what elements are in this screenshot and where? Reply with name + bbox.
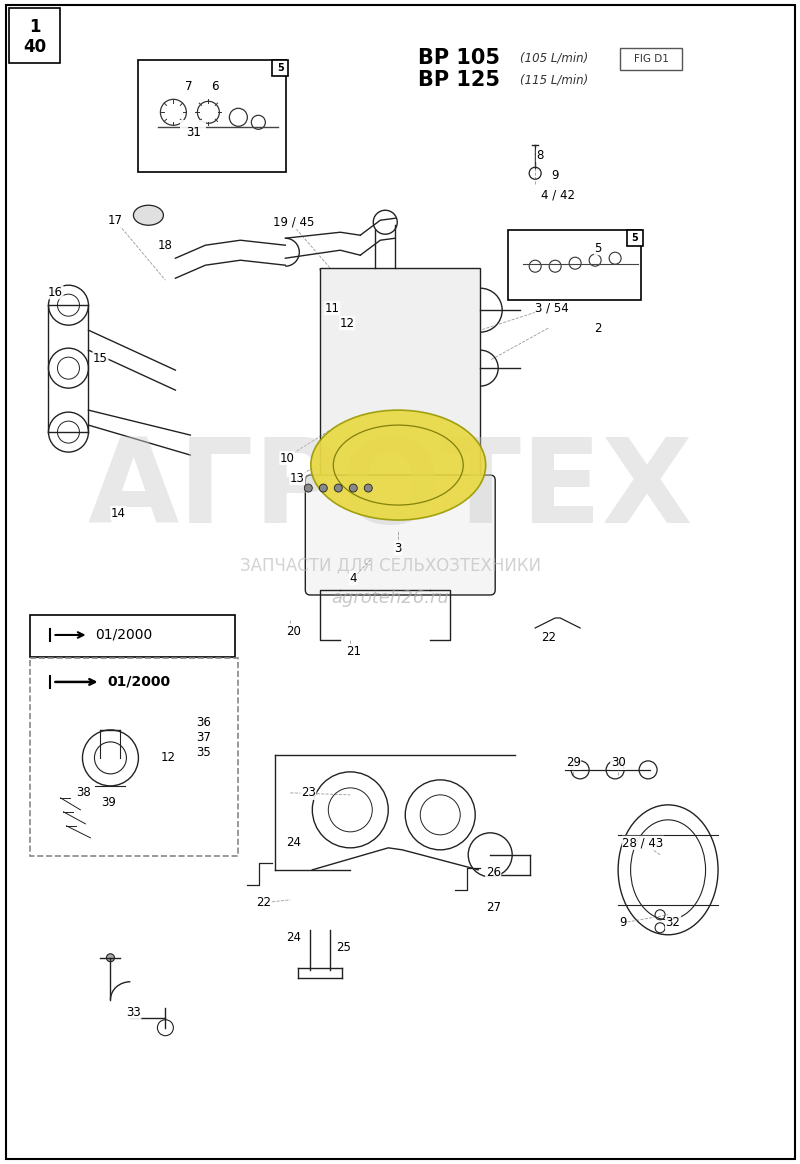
Text: 3: 3 [394,541,402,554]
Text: 1: 1 [29,19,40,36]
Text: 35: 35 [196,746,210,759]
Bar [30,658,238,856]
Text: 5: 5 [594,242,602,255]
Text: 30: 30 [610,757,626,769]
Text: 9: 9 [619,916,627,929]
Text: BP 105: BP 105 [418,49,500,69]
Text: 24: 24 [286,931,301,944]
Circle shape [364,484,372,492]
Text: 7: 7 [185,81,192,91]
Text: 31: 31 [186,126,201,139]
Text: BP 125: BP 125 [418,70,500,91]
Text: 25: 25 [336,942,350,954]
Text: 27: 27 [486,901,501,914]
Circle shape [319,484,327,492]
Text: 01/2000: 01/2000 [95,627,153,643]
Text: 2: 2 [594,321,602,335]
Text: 3 / 54: 3 / 54 [535,301,569,314]
FancyBboxPatch shape [306,475,495,595]
Circle shape [106,953,114,961]
Text: 22: 22 [256,896,271,909]
Text: 19 / 45: 19 / 45 [273,215,314,229]
Text: 11: 11 [325,301,340,314]
Text: 28 / 43: 28 / 43 [622,836,664,850]
Text: 13: 13 [290,471,305,484]
Text: 18: 18 [158,239,173,251]
Text: ЗАПЧАСТИ ДЛЯ СЕЛЬХОЗТЕХНИКИ: ЗАПЧАСТИ ДЛЯ СЕЛЬХОЗТЕХНИКИ [240,556,541,574]
Text: 20: 20 [286,625,301,639]
Text: FIG D1: FIG D1 [634,55,669,64]
Text: 7: 7 [185,80,192,93]
Text: 33: 33 [126,1006,141,1020]
Text: agroteh26.ru: agroteh26.ru [331,589,449,606]
Text: 15: 15 [93,352,108,364]
Text: 12: 12 [340,317,354,329]
Bar [30,615,235,656]
Text: 4 / 42: 4 / 42 [541,189,575,201]
Text: 8: 8 [537,149,544,162]
Text: 29: 29 [566,757,581,769]
Ellipse shape [311,410,486,520]
Bar [9,8,61,63]
Text: 38: 38 [76,787,91,800]
Text: 14: 14 [111,506,126,519]
Text: 40: 40 [23,38,46,56]
Ellipse shape [134,205,163,225]
Text: 10: 10 [280,452,294,464]
Text: 21: 21 [346,646,361,659]
Text: 32: 32 [666,916,681,929]
Text: 6: 6 [212,80,219,93]
Text: 5: 5 [632,233,638,243]
Bar [508,230,641,300]
Text: 12: 12 [161,752,176,765]
Text: (115 L/min): (115 L/min) [520,73,589,87]
Circle shape [350,484,358,492]
Text: (105 L/min): (105 L/min) [520,52,589,65]
Text: 37: 37 [196,731,211,745]
Text: 6: 6 [212,81,219,91]
Text: 31: 31 [186,127,200,137]
Text: 5: 5 [277,63,284,73]
Circle shape [334,484,342,492]
Text: 16: 16 [48,285,63,299]
Text: 9: 9 [551,169,559,182]
Text: 17: 17 [108,214,123,227]
Circle shape [304,484,312,492]
Text: 24: 24 [286,836,301,850]
Bar [272,61,288,77]
Text: 39: 39 [101,796,116,809]
Bar [138,61,286,172]
Text: АГРОТЕХ: АГРОТЕХ [87,433,693,547]
Text: 01/2000: 01/2000 [107,675,170,689]
Text: 4: 4 [350,572,357,584]
Bar [620,49,682,70]
Bar [320,268,480,488]
Text: 36: 36 [196,716,211,730]
Bar [627,230,643,247]
Text: 22: 22 [541,631,556,645]
Text: 26: 26 [486,866,501,879]
Text: 23: 23 [301,787,316,800]
